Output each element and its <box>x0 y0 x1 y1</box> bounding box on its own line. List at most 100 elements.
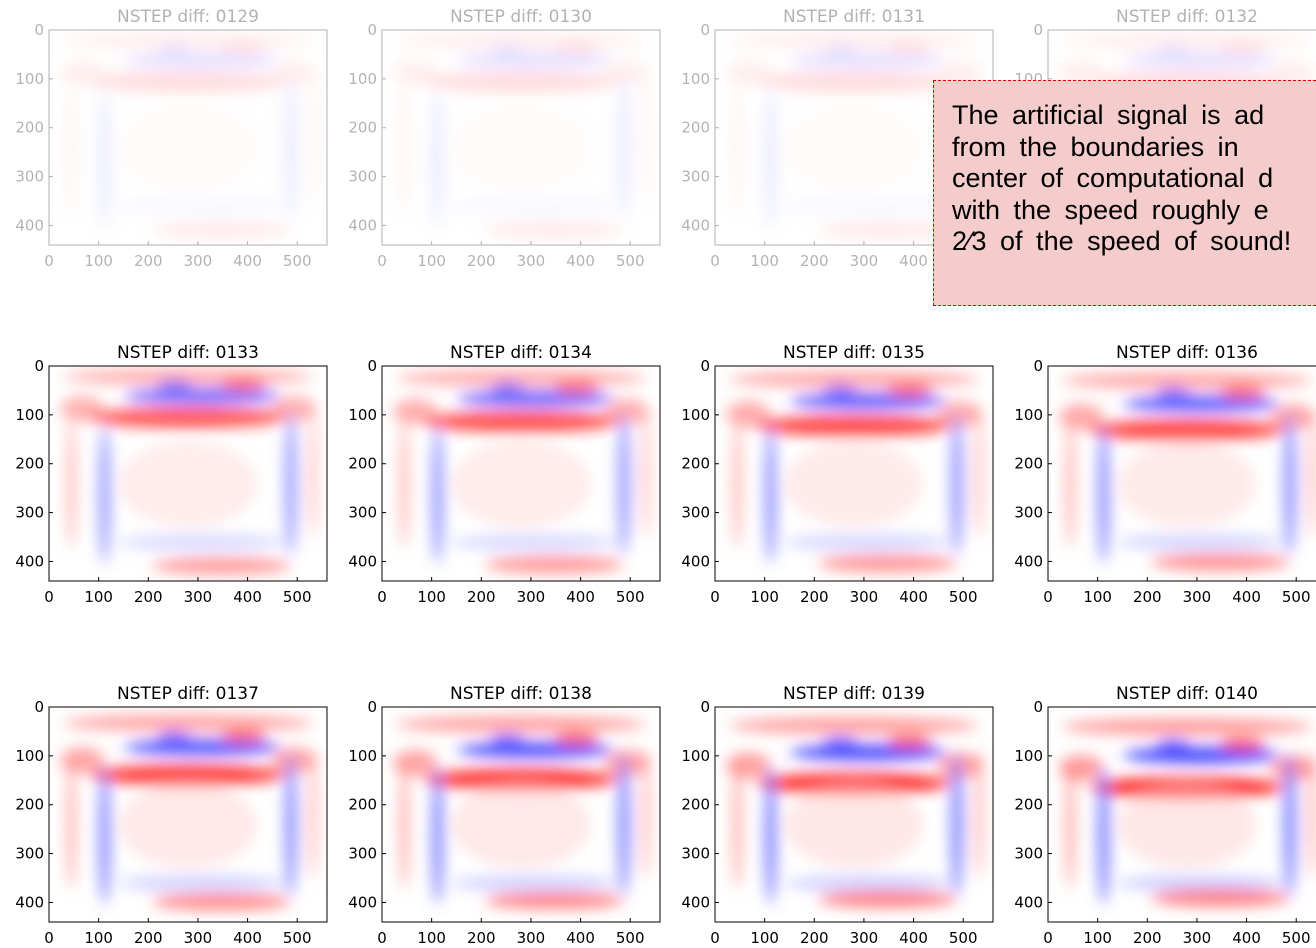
x-tick-label: 100 <box>417 588 446 606</box>
y-tick-label: 200 <box>681 119 710 137</box>
x-tick-label: 400 <box>233 929 262 947</box>
x-tick-label: 400 <box>566 252 595 270</box>
x-tick-label: 200 <box>134 929 163 947</box>
x-tick-label: 300 <box>850 929 879 947</box>
x-tick-label: 0 <box>1043 929 1053 947</box>
plot-frame <box>381 29 661 246</box>
x-tick-label: 500 <box>283 929 312 947</box>
x-tick-label: 300 <box>1183 588 1212 606</box>
y-tick-label: 300 <box>15 168 44 186</box>
x-tick-label: 200 <box>134 588 163 606</box>
x-tick-label: 0 <box>710 588 720 606</box>
x-tick-label: 400 <box>233 588 262 606</box>
callout-line: 2⁄3 of the speed of sound! <box>952 226 1292 256</box>
plot-frame <box>381 365 661 582</box>
y-tick-label: 400 <box>681 552 710 570</box>
plot-frame <box>48 365 328 582</box>
x-tick-label: 400 <box>899 929 928 947</box>
x-tick-label: 100 <box>1083 929 1112 947</box>
x-tick-label: 100 <box>417 929 446 947</box>
x-tick-label: 300 <box>850 252 879 270</box>
callout-line: from the boundaries in <box>952 131 1239 162</box>
heatmap <box>715 707 993 922</box>
x-tick-label: 500 <box>1282 929 1311 947</box>
y-tick-label: 100 <box>1014 406 1043 424</box>
x-tick-label: 0 <box>44 588 54 606</box>
x-tick-label: 200 <box>467 588 496 606</box>
y-tick-label: 200 <box>15 119 44 137</box>
x-tick-label: 200 <box>134 252 163 270</box>
x-tick-label: 200 <box>467 929 496 947</box>
x-tick-label: 200 <box>800 588 829 606</box>
y-tick-label: 300 <box>15 845 44 863</box>
x-tick-label: 0 <box>1043 588 1053 606</box>
plot-frame <box>714 365 994 582</box>
panel: NSTEP diff: 0135 0 100 200 300 400 500 0 100 200 3… <box>681 343 994 606</box>
x-tick-label: 0 <box>377 929 387 947</box>
panel: NSTEP diff: 0133 0 100 200 300 400 500 0 100 200 3… <box>15 343 328 606</box>
y-tick-label: 400 <box>348 552 377 570</box>
y-tick-label: 100 <box>348 747 377 765</box>
panel: NSTEP diff: 0130 0 100 200 300 400 500 0 100 200 3… <box>348 7 661 270</box>
heatmap <box>1048 707 1316 922</box>
y-tick-label: 0 <box>367 357 377 375</box>
x-tick-label: 400 <box>233 252 262 270</box>
x-tick-label: 300 <box>1183 929 1212 947</box>
y-tick-label: 400 <box>348 893 377 911</box>
y-tick-label: 0 <box>1033 357 1043 375</box>
y-tick-label: 100 <box>1014 747 1043 765</box>
x-tick-label: 400 <box>1232 929 1261 947</box>
y-tick-label: 300 <box>348 504 377 522</box>
panel: NSTEP diff: 0131010020030040050001002003… <box>681 7 994 270</box>
x-tick-label: 200 <box>800 929 829 947</box>
panel-title: NSTEP diff: 0131 <box>783 7 925 27</box>
y-tick-label: 400 <box>681 893 710 911</box>
y-tick-label: 0 <box>700 698 710 716</box>
y-tick-label: 300 <box>681 504 710 522</box>
y-tick-label: 300 <box>681 168 710 186</box>
x-tick-label: 500 <box>616 252 645 270</box>
y-tick-label: 400 <box>1014 552 1043 570</box>
x-tick-label: 100 <box>417 252 446 270</box>
plot-frame <box>714 706 994 923</box>
x-tick-label: 0 <box>377 588 387 606</box>
y-tick-label: 100 <box>15 747 44 765</box>
callout-line: The artificial signal is ad <box>952 100 1265 130</box>
y-tick-label: 300 <box>15 504 44 522</box>
x-tick-label: 400 <box>566 929 595 947</box>
y-tick-label: 400 <box>15 552 44 570</box>
x-tick-label: 0 <box>377 252 387 270</box>
x-tick-label: 500 <box>949 929 978 947</box>
x-tick-label: 400 <box>899 252 928 270</box>
y-tick-label: 200 <box>1014 796 1043 814</box>
panel-title: NSTEP diff: 0133 <box>117 343 259 363</box>
y-tick-label: 100 <box>15 406 44 424</box>
x-tick-label: 400 <box>899 588 928 606</box>
y-tick-label: 200 <box>681 796 710 814</box>
x-tick-label: 500 <box>1282 588 1311 606</box>
y-tick-label: 100 <box>681 70 710 88</box>
y-tick-label: 300 <box>348 168 377 186</box>
heatmap <box>49 707 327 922</box>
x-tick-label: 200 <box>1133 929 1162 947</box>
x-tick-label: 500 <box>283 588 312 606</box>
panel: NSTEP diff: 0136 0 100 200 300 400 500 0 100 200 3… <box>1014 343 1316 606</box>
y-tick-label: 100 <box>348 406 377 424</box>
panel-title: NSTEP diff: 0129 <box>117 7 259 27</box>
panel-title: NSTEP diff: 0138 <box>450 684 592 704</box>
y-tick-label: 300 <box>681 845 710 863</box>
x-tick-label: 400 <box>566 588 595 606</box>
y-tick-label: 200 <box>681 455 710 473</box>
panel: NSTEP diff: 0134 0 100 200 300 400 500 0 100 200 3… <box>348 343 661 606</box>
plot-frame <box>1047 365 1316 582</box>
panel-title: NSTEP diff: 0130 <box>450 7 592 27</box>
y-tick-label: 300 <box>1014 504 1043 522</box>
y-tick-label: 300 <box>348 845 377 863</box>
y-tick-label: 0 <box>367 21 377 39</box>
y-tick-label: 400 <box>15 893 44 911</box>
panel: NSTEP diff: 0138 0 100 200 300 400 500 0 100 200 3… <box>348 684 661 947</box>
x-tick-label: 300 <box>850 588 879 606</box>
x-tick-label: 300 <box>517 929 546 947</box>
y-tick-label: 200 <box>348 119 377 137</box>
